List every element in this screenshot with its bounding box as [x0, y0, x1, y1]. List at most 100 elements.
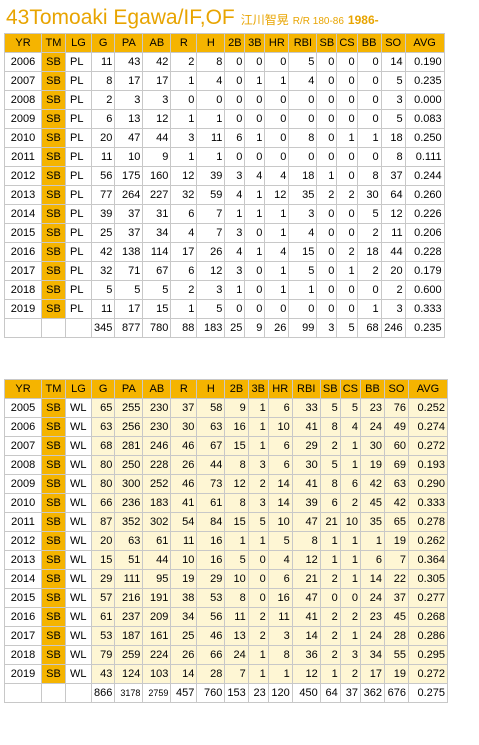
column-header-avg: AVG: [408, 379, 448, 399]
cell-r: 457: [170, 683, 198, 703]
cell-tm: SB: [41, 280, 66, 300]
cell-cs: 0: [336, 280, 358, 300]
column-header-bb: BB: [360, 379, 385, 399]
cell-yr: 2015: [4, 588, 42, 608]
cell-g: 87: [90, 512, 116, 532]
cell-ab: 191: [142, 588, 172, 608]
cell-cs: 37: [339, 683, 362, 703]
cell-g: 56: [90, 166, 116, 186]
cell-bb: 1: [356, 128, 382, 148]
column-header-g: G: [90, 33, 116, 53]
cell-ab: 61: [142, 531, 172, 551]
cell-2b: 5: [224, 550, 249, 570]
column-header-r: R: [170, 33, 198, 53]
cell-so: 65: [384, 512, 409, 532]
cell-lg: WL: [65, 531, 92, 551]
cell-rbi: 99: [288, 318, 318, 338]
cell-rbi: 12: [291, 550, 321, 570]
cell-yr: 2014: [4, 569, 42, 589]
cell-rbi: 18: [288, 166, 318, 186]
cell-h: 61: [196, 493, 226, 513]
cell-hr: 12: [264, 185, 290, 205]
cell-so: 12: [380, 204, 406, 224]
cell-avg: 0.277: [408, 588, 448, 608]
cell-h: 11: [196, 128, 226, 148]
cell-rbi: 8: [291, 531, 321, 551]
cell-hr: 1: [264, 280, 290, 300]
cell-bb: 45: [360, 493, 385, 513]
cell-hr: 1: [264, 223, 290, 243]
table-row: 2014 SB PL 39 37 31 6 7 1 1 1 3 0 0 5 12 0.226: [4, 204, 445, 224]
cell-g: 65: [90, 398, 116, 418]
cell-rbi: 47: [291, 512, 321, 532]
cell-hr: 6: [267, 455, 293, 475]
cell-tm: SB: [41, 493, 66, 513]
column-header-bb: BB: [356, 33, 382, 53]
cell-2b: 153: [224, 683, 249, 703]
column-header-tm: TM: [41, 33, 66, 53]
cell-rbi: 5: [288, 52, 318, 72]
cell-bb: 1: [356, 299, 382, 319]
cell-so: 42: [384, 493, 409, 513]
cell-r: 1: [170, 299, 198, 319]
cell-pa: 5: [114, 280, 144, 300]
cell-sb: 8: [319, 474, 341, 494]
cell-hr: 120: [267, 683, 293, 703]
cell-tm: SB: [41, 90, 66, 110]
cell-rbi: 0: [288, 109, 318, 129]
cell-tm: SB: [41, 436, 66, 456]
cell-cs: 0: [336, 223, 358, 243]
cell-r: 10: [170, 550, 198, 570]
cell-ab: 3: [142, 90, 172, 110]
cell-hr: 1: [264, 261, 290, 281]
cell-sb: 0: [316, 242, 338, 262]
cell-lg: PL: [65, 90, 92, 110]
table-row: 2019 SB PL 11 17 15 1 5 0 0 0 0 0 0 1 3 0.333: [4, 299, 445, 319]
cell-h: 56: [196, 607, 226, 627]
cell-cs: 0: [339, 588, 362, 608]
cell-cs: 0: [336, 299, 358, 319]
cell-pa: 71: [114, 261, 144, 281]
cell-tm: SB: [41, 512, 66, 532]
cell-ab: 44: [142, 128, 172, 148]
cell-avg: 0.111: [404, 147, 445, 167]
cell-hr: 0: [264, 90, 290, 110]
column-header-yr: YR: [4, 33, 42, 53]
cell-cs: 1: [336, 261, 358, 281]
cell-avg: 0.290: [408, 474, 448, 494]
cell-h: 3: [196, 280, 226, 300]
cell-cs: 1: [339, 436, 362, 456]
cell-tm: SB: [41, 299, 66, 319]
cell-pa: 175: [114, 166, 144, 186]
table-row: 2013 SB WL 15 51 44 10 16 5 0 4 12 1 1 6 7 0.364: [4, 550, 448, 570]
cell-so: 64: [380, 185, 406, 205]
cell-h: 59: [196, 185, 226, 205]
column-header-yr: YR: [4, 379, 42, 399]
cell-rbi: 41: [291, 417, 321, 437]
cell-sb: 2: [319, 645, 341, 665]
cell-h: 1: [196, 147, 226, 167]
player-title: 43Tomoaki Egawa/IF,OF 江川智晃 R/R 180-86 1986-: [6, 6, 379, 34]
cell-2b: 11: [224, 607, 249, 627]
column-header-pa: PA: [114, 33, 144, 53]
cell-3b: 9: [244, 318, 266, 338]
cell-rbi: 3: [288, 204, 318, 224]
cell-g: 866: [90, 683, 116, 703]
cell-3b: 1: [247, 398, 269, 418]
cell-hr: 0: [264, 52, 290, 72]
cell-pa: 51: [114, 550, 144, 570]
table-row: 2013 SB PL 77 264 227 32 59 4 1 12 35 2 2 30 64 0.260: [4, 185, 445, 205]
cell-3b: 0: [247, 569, 269, 589]
cell-tm: SB: [41, 261, 66, 281]
cell-lg: WL: [65, 417, 92, 437]
cell-h: 760: [196, 683, 226, 703]
cell-r: 46: [170, 474, 198, 494]
cell-so: 246: [380, 318, 406, 338]
cell-sb: 0: [316, 223, 338, 243]
column-header-2b: 2B: [224, 33, 246, 53]
cell-cs: 6: [339, 474, 362, 494]
cell-pa: 237: [114, 607, 144, 627]
cell-avg: 0.268: [408, 607, 448, 627]
cell-g: 345: [90, 318, 116, 338]
cell-h: 28: [196, 664, 226, 684]
